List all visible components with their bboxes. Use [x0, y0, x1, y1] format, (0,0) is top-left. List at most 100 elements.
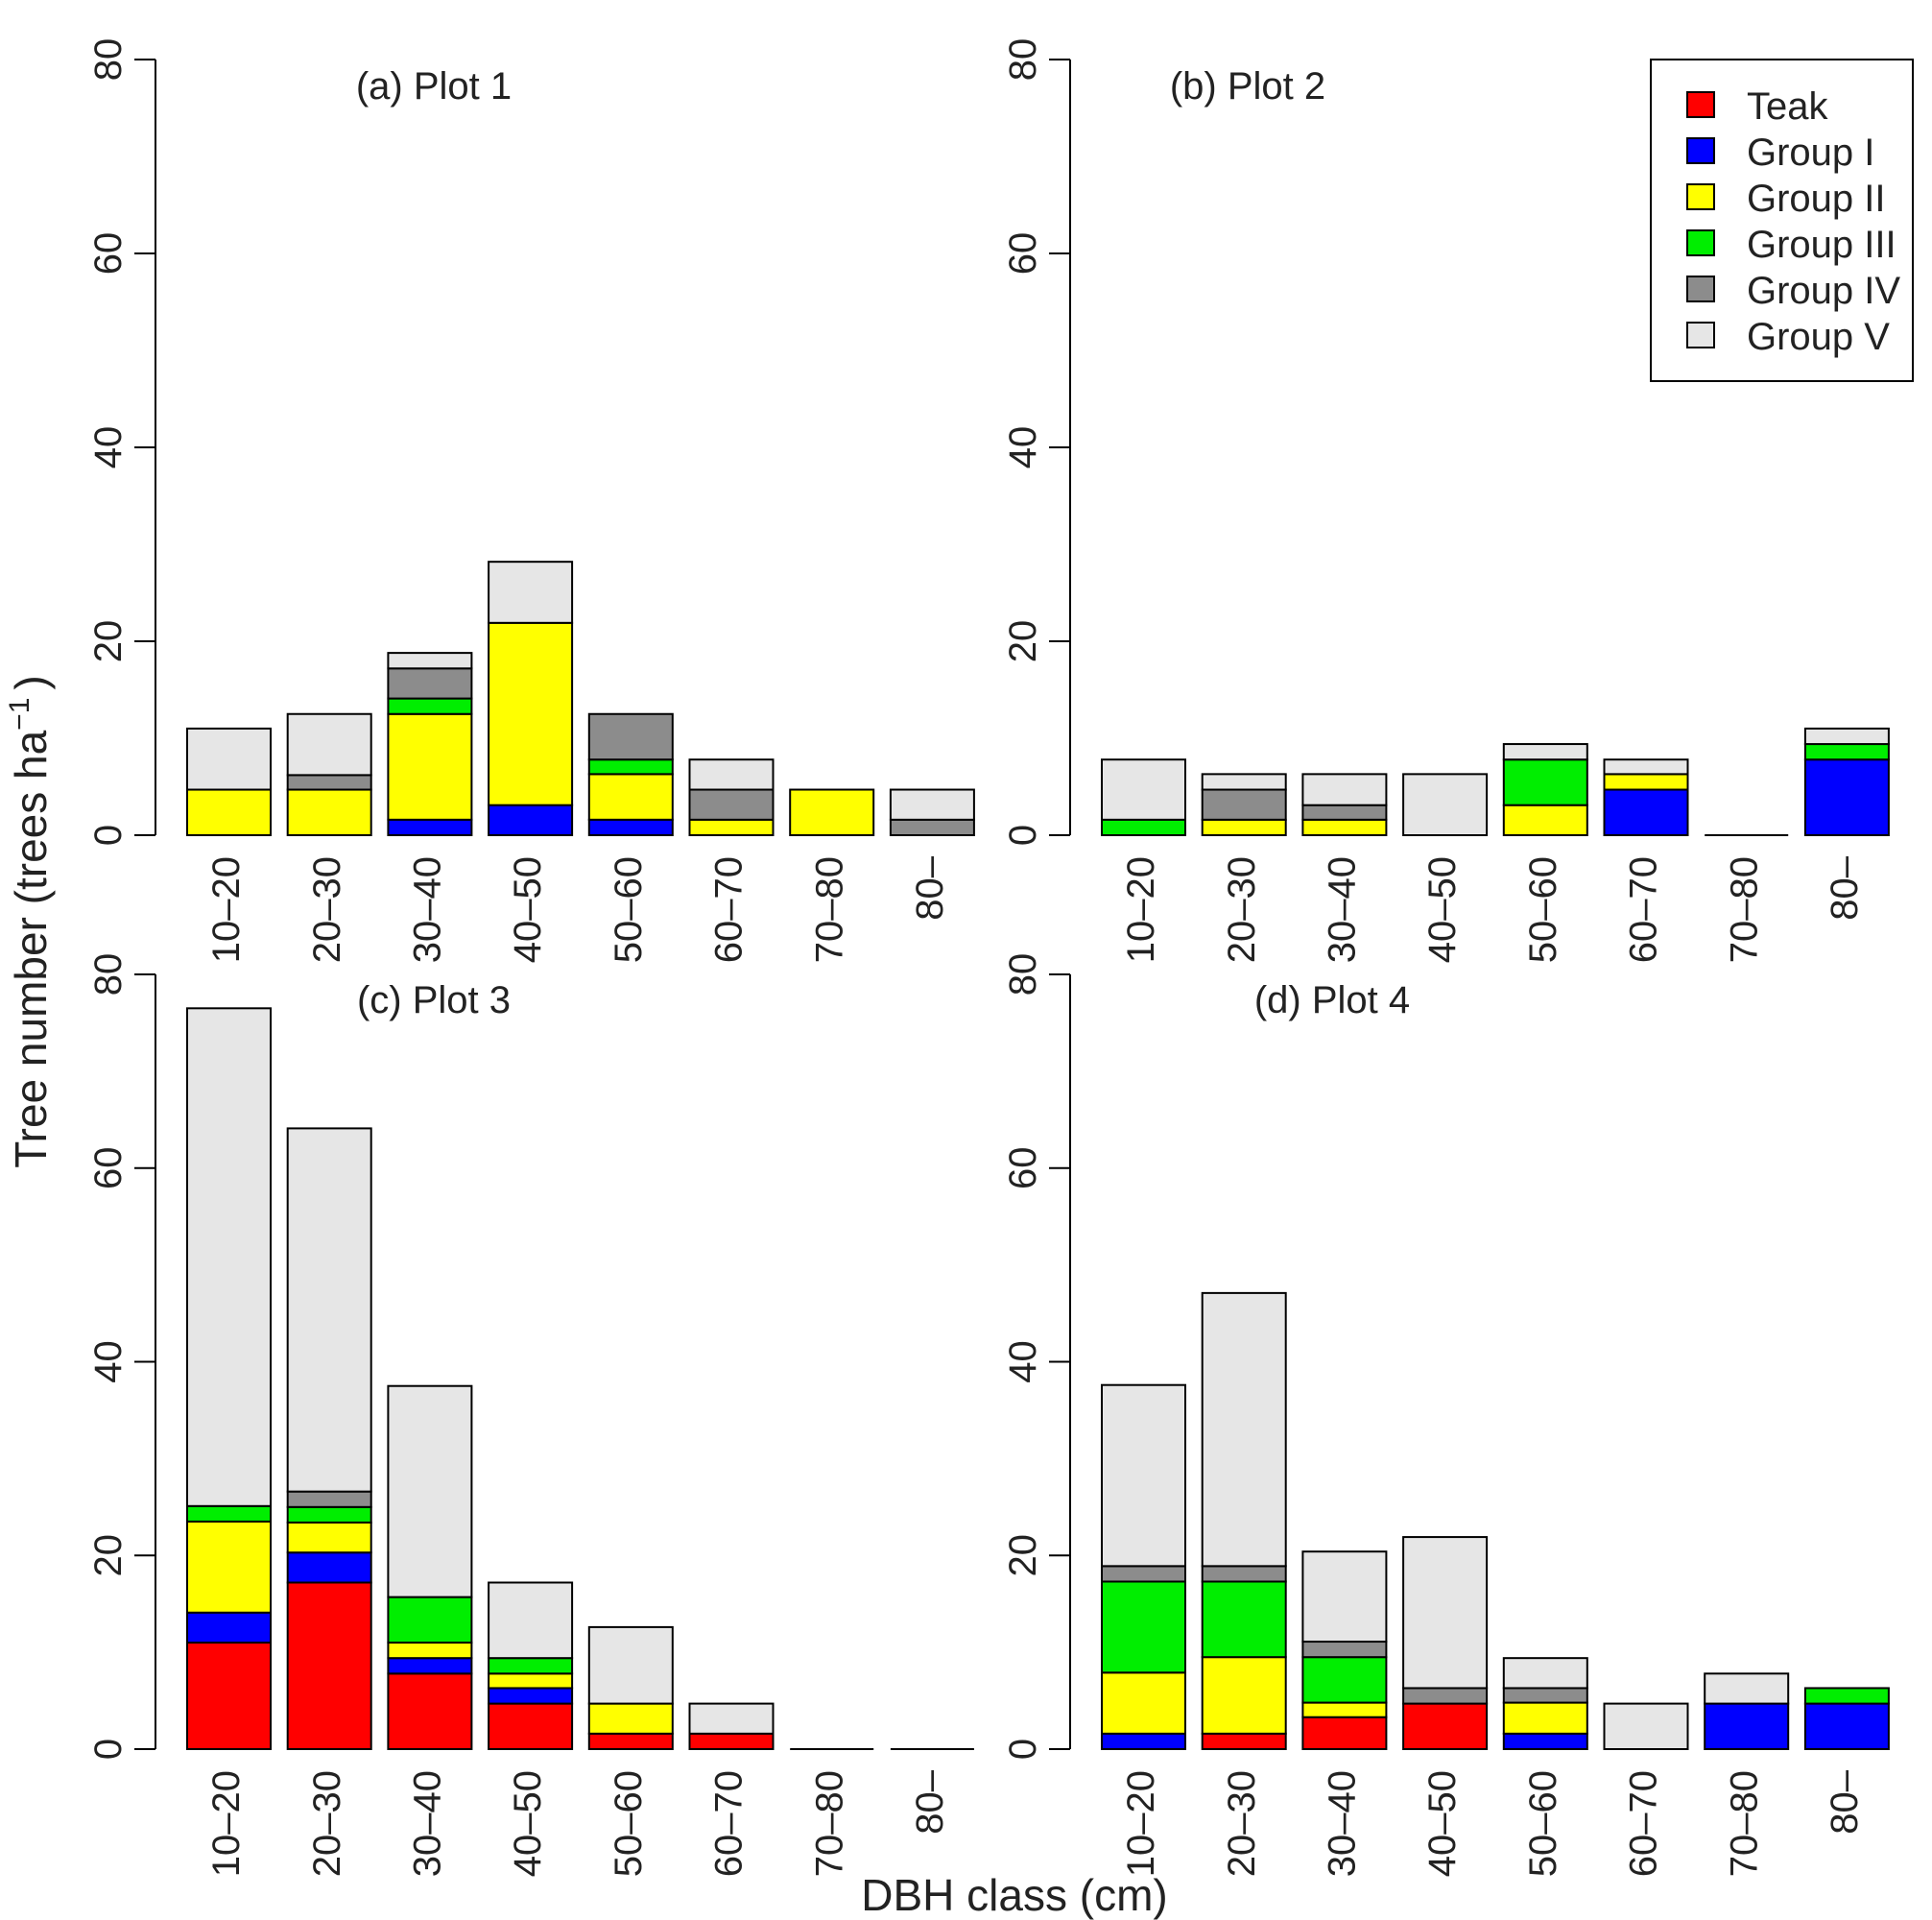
x-tick-label: 20–30	[306, 1770, 348, 1877]
bar-segment	[1402, 1687, 1489, 1705]
panel-title: (a) Plot 1	[356, 65, 512, 108]
bar-segment	[1101, 1732, 1186, 1750]
bar-segment	[1803, 1687, 1890, 1705]
bar-1	[286, 1127, 372, 1750]
bar-segment	[1402, 1536, 1489, 1690]
bar-segment	[1201, 1580, 1287, 1659]
bar-segment	[1301, 804, 1388, 821]
legend-swatch	[1686, 276, 1715, 302]
bar-segment	[286, 1581, 372, 1750]
bar-segment	[587, 712, 674, 761]
bar-segment	[488, 561, 574, 624]
bar-segment	[587, 773, 674, 821]
bar-segment	[1603, 788, 1689, 837]
bar-segment	[387, 697, 473, 715]
bar-segment	[286, 712, 372, 777]
bar-segment	[1502, 1701, 1588, 1735]
bar-segment	[286, 1505, 372, 1524]
chart-panel-3: 0 20 40 60 80 (c) Plot 3 10–20 20–30 30–40 40–50 5…	[87, 953, 974, 1877]
bar-6	[789, 788, 875, 837]
bar-7	[1803, 1687, 1890, 1750]
panel-title: (c) Plot 3	[357, 979, 511, 1021]
bar-segment	[286, 1551, 372, 1584]
bar-segment	[387, 667, 473, 700]
bar-segment	[1803, 758, 1890, 836]
legend-swatch	[1686, 229, 1715, 256]
bar-segment	[488, 1702, 574, 1750]
bar-7	[1803, 727, 1890, 836]
bar-segment	[1201, 1656, 1287, 1735]
x-tick-label: 60–70	[708, 1770, 751, 1877]
legend-label: Group IV	[1747, 270, 1900, 312]
bar-segment	[387, 1657, 473, 1675]
y-tick-label: 20	[1002, 620, 1044, 663]
y-axis-title-close: )	[6, 675, 56, 689]
bar-segment	[286, 1490, 372, 1508]
legend-swatch	[1686, 183, 1715, 210]
bar-segment	[1502, 758, 1588, 806]
legend-swatch	[1686, 137, 1715, 164]
y-tick-label: 60	[87, 1147, 130, 1190]
bar-segment	[488, 1672, 574, 1690]
chart-panel-2: 0 20 40 60 80 (b) Plot 2 10–20 20–30 30–40 40–50 5…	[1002, 38, 1890, 963]
x-tick-label: 70–80	[1723, 856, 1765, 963]
panels: 0 20 40 60 80 (a) Plot 1 10–20 20–30 30–40 40–50 5…	[87, 38, 1890, 1877]
x-tick-label: 40–50	[507, 1770, 549, 1877]
x-tick-label: 30–40	[406, 856, 448, 963]
bar-segment	[1603, 1702, 1689, 1750]
x-tick-label: 80–	[909, 855, 951, 920]
bar-4	[587, 712, 674, 837]
x-tick-label: 70–80	[1723, 1770, 1765, 1877]
bar-segment	[1101, 1580, 1186, 1674]
x-tick-label: 70–80	[808, 1770, 850, 1877]
bar-segment	[1201, 1565, 1287, 1583]
bar-segment	[1201, 1732, 1287, 1750]
bar-segment	[587, 818, 674, 837]
bar-6	[1704, 1672, 1790, 1750]
bar-segment	[587, 758, 674, 776]
chart-panel-1: 0 20 40 60 80 (a) Plot 1 10–20 20–30 30–40 40–50 5…	[87, 38, 975, 963]
x-tick-label: 30–40	[1321, 1770, 1363, 1877]
bar-segment	[1301, 1716, 1388, 1751]
bar-segment	[1603, 758, 1689, 776]
bar-segment	[587, 1702, 674, 1735]
bar-segment	[1101, 1671, 1186, 1735]
panel-title: (b) Plot 2	[1170, 65, 1325, 108]
chart-panel-4: 0 20 40 60 80 (d) Plot 4 10–20 20–30 30–40 40–50 5…	[1002, 953, 1890, 1877]
y-tick-label: 0	[1002, 825, 1044, 846]
x-tick-label: 40–50	[1421, 1770, 1464, 1877]
bar-segment	[1603, 773, 1689, 791]
bar-segment	[186, 1504, 272, 1523]
bar-segment	[286, 788, 372, 837]
bar-segment	[889, 788, 975, 821]
bar-segment	[688, 1702, 775, 1735]
bar-segment	[587, 1732, 674, 1750]
bar-segment	[1502, 1732, 1588, 1750]
bar-segment	[186, 1611, 272, 1644]
y-tick-label: 80	[87, 953, 130, 996]
bar-5	[1603, 758, 1689, 837]
bar-segment	[1201, 818, 1287, 837]
bar-segment	[186, 727, 272, 791]
bar-segment	[688, 818, 775, 837]
x-tick-label: 40–50	[507, 856, 549, 963]
bar-segment	[1803, 727, 1890, 746]
bar-segment	[1502, 743, 1588, 761]
legend-swatch	[1686, 91, 1715, 118]
x-tick-label: 80–	[1824, 855, 1866, 920]
bar-segment	[1301, 773, 1388, 806]
x-tick-label: 10–20	[1120, 856, 1162, 963]
bar-segment	[1402, 1702, 1489, 1750]
y-tick-label: 60	[1002, 1147, 1044, 1190]
bar-4	[587, 1625, 674, 1750]
bar-0	[186, 727, 272, 837]
y-tick-label: 60	[1002, 232, 1044, 276]
x-tick-label: 80–	[1824, 1769, 1866, 1834]
bar-segment	[488, 1581, 574, 1660]
bar-segment	[1402, 773, 1489, 836]
panel-title: (d) Plot 4	[1254, 979, 1410, 1021]
x-tick-label: 50–60	[1522, 856, 1564, 963]
bar-1	[286, 712, 372, 837]
bar-5	[688, 758, 775, 837]
bar-segment	[1101, 1565, 1186, 1583]
